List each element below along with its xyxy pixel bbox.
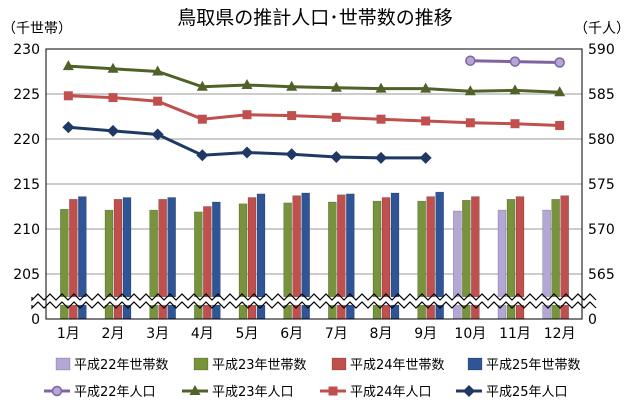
line-point [51, 385, 63, 397]
legend-label: 平成24年人口 [350, 385, 432, 400]
line-point [419, 151, 432, 164]
right-tick-label: 575 [588, 177, 615, 193]
right-tick-label: 565 [588, 267, 615, 283]
right-axis-label: （千人） [574, 21, 630, 37]
category-label: 11月 [499, 326, 531, 342]
lines [62, 55, 566, 164]
line-point [465, 55, 476, 66]
series-line [68, 94, 560, 127]
line-point [375, 151, 387, 164]
line-point [330, 81, 342, 92]
left-tick-label: 220 [13, 132, 40, 148]
category-label: 1月 [57, 326, 80, 342]
line-point [555, 121, 565, 130]
right-tick-label: 585 [588, 87, 615, 103]
line-point [376, 114, 386, 124]
legend-swatch [55, 357, 71, 371]
line-point [197, 114, 207, 124]
line-point [420, 82, 432, 93]
line-point [375, 82, 387, 93]
category-label: 5月 [236, 326, 259, 342]
legend-label: 平成25年世帯数 [486, 358, 581, 373]
line-point [421, 116, 431, 126]
right-tick-label: 570 [588, 222, 615, 238]
line-point [62, 60, 74, 71]
right-tick-label: 590 [588, 42, 615, 58]
axis-break-band [32, 297, 596, 305]
category-label: 2月 [102, 326, 125, 342]
line-point [63, 91, 73, 101]
category-label: 9月 [414, 326, 437, 342]
line-point [464, 85, 476, 96]
line-point [510, 119, 520, 129]
line-point [331, 112, 341, 122]
line-point [152, 65, 164, 76]
left-tick-label: 225 [13, 87, 40, 103]
line-point [108, 93, 118, 103]
line-point [554, 57, 565, 68]
line-point [465, 118, 475, 128]
legend-label: 平成23年人口 [212, 385, 294, 400]
left-tick-label: 230 [13, 42, 40, 58]
axis-break-line [31, 301, 597, 310]
axes: 230 225 220 215 210 205 0 590 585 580 575 570 565 0 1月… [13, 42, 614, 342]
legend-swatch [331, 357, 347, 371]
category-label: 12月 [544, 326, 576, 342]
line-point [287, 111, 297, 121]
left-tick-label: 205 [13, 267, 40, 283]
line-point [509, 84, 521, 95]
right-tick-label: 0 [588, 312, 597, 328]
category-label: 4月 [191, 326, 214, 342]
plot-border [45, 48, 583, 320]
category-label: 6月 [280, 326, 303, 342]
legend-swatch [193, 357, 209, 371]
line-point [241, 79, 253, 89]
legend-label: 平成22年世帯数 [74, 358, 169, 373]
right-tick-label: 580 [588, 132, 615, 148]
chart-title: 鳥取県の推計人口･世帯数の推移 [177, 7, 453, 29]
line-point [509, 56, 521, 67]
line-point [463, 385, 475, 397]
legend-label: 平成25年人口 [486, 385, 568, 400]
category-label: 7月 [325, 326, 348, 342]
line-point [242, 110, 252, 120]
line-point [107, 62, 119, 73]
line-point [62, 121, 75, 134]
line-point [241, 146, 253, 159]
line-point [286, 80, 298, 91]
legend-swatch [467, 357, 483, 371]
line-point [189, 385, 201, 395]
left-tick-label: 215 [13, 177, 40, 193]
axis-break-line [31, 293, 597, 302]
line-point [196, 149, 209, 162]
left-tick-label: 210 [13, 222, 40, 238]
legend-label: 平成22年人口 [74, 385, 156, 400]
category-label: 3月 [146, 326, 169, 342]
line-point [330, 151, 343, 163]
left-tick-label: 0 [31, 312, 40, 328]
legend-label: 平成24年世帯数 [350, 358, 445, 373]
line-point [285, 148, 298, 161]
bars [60, 191, 569, 320]
line-point [153, 96, 163, 106]
line-point [554, 86, 566, 97]
line-point [328, 386, 338, 396]
legend-label: 平成23年世帯数 [212, 358, 307, 373]
line-point [196, 80, 208, 91]
line-point [107, 124, 119, 137]
category-label: 8月 [370, 326, 393, 342]
left-axis-label: （千世帯） [2, 21, 72, 37]
line-point [151, 128, 164, 141]
category-label: 10月 [454, 326, 486, 342]
series-line [68, 64, 560, 94]
